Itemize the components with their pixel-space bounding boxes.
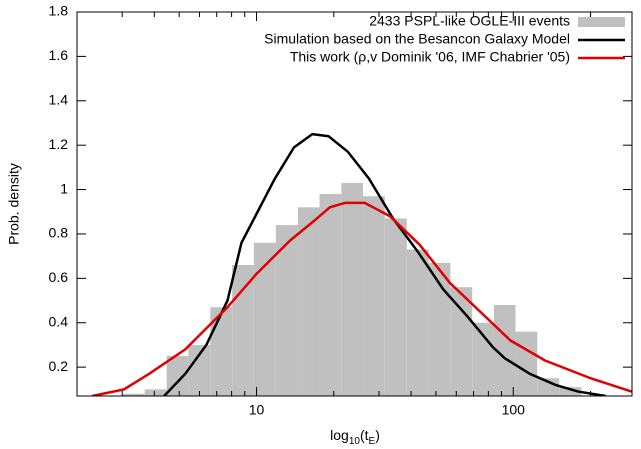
hist-bar: [559, 387, 582, 396]
hist-bar: [275, 225, 298, 396]
hist-bar: [450, 287, 473, 396]
legend-label: 2433 PSPL-like OGLE-III events: [369, 13, 570, 29]
hist-bar: [188, 344, 211, 396]
x-axis-label-part: 10: [349, 436, 361, 447]
x-axis-label-part: E: [369, 436, 376, 447]
y-tick-label: 1.4: [49, 91, 69, 107]
x-tick-label: 10: [249, 402, 265, 418]
hist-bar: [122, 393, 145, 396]
y-axis-label: Prob. density: [6, 163, 22, 245]
hist-bar: [515, 331, 538, 396]
x-axis-label-part: ): [375, 427, 380, 443]
frame: [76, 11, 633, 397]
hist-bar: [537, 378, 560, 396]
hist-bar: [144, 389, 167, 396]
legend-swatch: [578, 17, 625, 27]
y-tick-label: 1.8: [49, 3, 69, 19]
line: [91, 201, 632, 396]
legend-label: This work (ρ,v Dominik '06, IMF Chabrier…: [290, 49, 570, 65]
x-axis-label: log10(tE): [330, 427, 380, 447]
hist-bar: [210, 307, 233, 396]
hist-bar: [232, 265, 254, 396]
hist-bar: [493, 304, 516, 396]
y-tick-label: 0.8: [49, 225, 69, 241]
hist-bar: [297, 207, 320, 396]
y-tick-label: 1.6: [49, 47, 69, 63]
x-axis-label-part: (t: [360, 427, 369, 443]
hist-bar: [384, 218, 407, 396]
y-tick-label: 1: [60, 180, 68, 196]
hist-bar: [319, 194, 342, 396]
y-tick-label: 0.4: [49, 313, 69, 329]
hist-bar: [363, 196, 385, 396]
hist-bar: [253, 242, 276, 396]
hist-bar: [341, 182, 364, 396]
y-tick-label: 0.2: [49, 358, 69, 374]
hist-bar: [406, 249, 429, 396]
plot-area: [91, 132, 632, 396]
legend-label: Simulation based on the Besancon Galaxy …: [264, 31, 570, 47]
y-tick-label: 1.2: [49, 136, 69, 152]
hist-bar: [428, 262, 451, 396]
line: [163, 132, 606, 396]
y-tick-label: 0.6: [49, 269, 69, 285]
x-axis-label-part: log: [330, 427, 349, 443]
x-tick-label: 100: [502, 402, 526, 418]
